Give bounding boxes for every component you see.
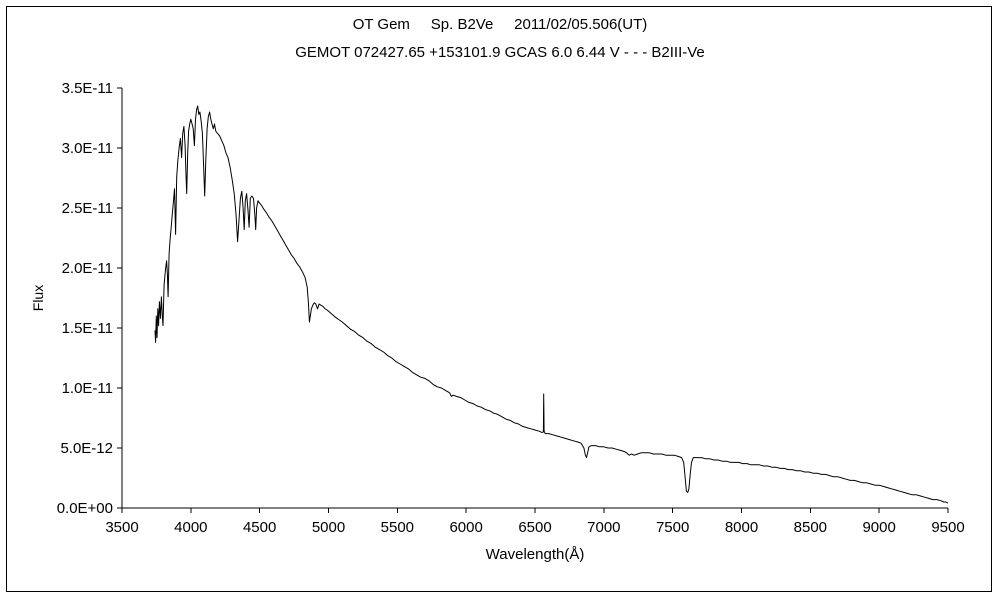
chart-title-line1: OT Gem Sp. B2Ve 2011/02/05.506(UT) [352, 16, 648, 33]
x-tick-label: 8000 [725, 519, 758, 536]
x-tick-label: 4500 [243, 519, 276, 536]
x-tick-label: 4000 [174, 519, 207, 536]
y-tick-label: 1.5E-11 [62, 320, 113, 337]
x-tick-label: 9500 [931, 519, 964, 536]
y-tick-label: 0.0E+00 [57, 500, 113, 517]
x-tick-label: 3500 [105, 519, 138, 536]
y-tick-label: 3.5E-11 [62, 80, 113, 97]
x-tick-label: 5500 [381, 519, 414, 536]
y-tick-label: 3.0E-11 [62, 140, 113, 157]
y-tick-label: 2.5E-11 [62, 200, 113, 217]
x-tick-label: 6500 [518, 519, 551, 536]
x-axis-label: Wavelength(Å) [485, 546, 585, 563]
x-tick-label: 7500 [656, 519, 689, 536]
x-tick-label: 9000 [862, 519, 895, 536]
spectrum-line [154, 105, 949, 504]
y-tick-label: 5.0E-12 [60, 440, 113, 457]
x-tick-label: 5000 [312, 519, 345, 536]
x-tick-label: 6000 [449, 519, 482, 536]
x-tick-label: 7000 [587, 519, 620, 536]
y-tick-label: 1.0E-11 [62, 380, 113, 397]
y-axis-label: Flux [30, 284, 46, 312]
y-tick-label: 2.0E-11 [62, 260, 113, 277]
chart-title-line2: GEMOT 072427.65 +153101.9 GCAS 6.0 6.44 … [295, 44, 705, 61]
x-tick-label: 8500 [794, 519, 827, 536]
